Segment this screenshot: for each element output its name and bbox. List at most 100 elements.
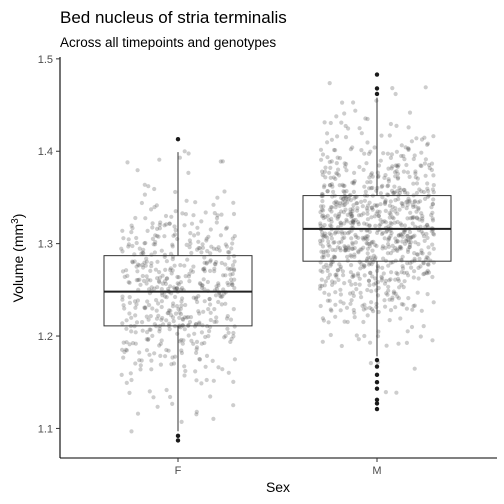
jitter-point xyxy=(319,249,324,254)
jitter-point xyxy=(186,333,191,338)
jitter-point xyxy=(356,337,361,342)
jitter-point xyxy=(186,274,191,279)
jitter-point xyxy=(405,191,410,196)
jitter-point xyxy=(404,162,409,168)
jitter-point xyxy=(400,201,405,207)
jitter-point xyxy=(175,286,180,291)
jitter-point xyxy=(373,223,378,228)
jitter-point xyxy=(337,211,342,217)
jitter-point xyxy=(202,255,207,260)
jitter-point xyxy=(370,174,375,179)
jitter-point xyxy=(124,348,129,353)
jitter-point xyxy=(383,208,388,213)
jitter-point xyxy=(144,259,149,264)
jitter-point xyxy=(331,254,336,259)
jitter-point xyxy=(386,236,392,241)
jitter-point xyxy=(415,216,420,221)
jitter-point xyxy=(426,270,432,275)
jitter-point xyxy=(168,267,173,273)
jitter-point xyxy=(159,287,164,292)
jitter-point xyxy=(232,268,237,273)
jitter-point xyxy=(334,272,339,277)
jitter-point xyxy=(225,314,230,319)
jitter-point xyxy=(412,233,417,238)
jitter-point xyxy=(326,275,331,280)
jitter-point xyxy=(403,145,408,150)
jitter-point xyxy=(170,257,175,262)
jitter-point xyxy=(200,242,205,247)
jitter-point xyxy=(395,239,400,244)
jitter-point xyxy=(381,271,386,276)
jitter-point xyxy=(326,217,331,222)
jitter-point xyxy=(336,167,341,172)
jitter-point xyxy=(166,286,171,292)
jitter-point xyxy=(167,321,172,326)
jitter-point xyxy=(414,181,420,186)
jitter-point xyxy=(335,214,341,220)
jitter-point xyxy=(177,310,182,315)
jitter-point xyxy=(320,191,325,197)
jitter-point xyxy=(367,175,372,180)
jitter-point xyxy=(208,227,213,232)
jitter-point xyxy=(361,211,366,216)
x-tick-label: F xyxy=(175,465,182,477)
jitter-point xyxy=(134,302,139,307)
jitter-point xyxy=(425,223,430,228)
jitter-point xyxy=(390,86,395,91)
jitter-point xyxy=(378,158,383,163)
jitter-point xyxy=(386,288,391,293)
jitter-point xyxy=(142,182,147,187)
jitter-point xyxy=(410,202,415,207)
jitter-point xyxy=(152,186,157,192)
jitter-point xyxy=(220,367,225,372)
jitter-point xyxy=(351,181,356,186)
jitter-point xyxy=(397,190,402,196)
jitter-point xyxy=(145,299,150,304)
jitter-point xyxy=(369,171,374,176)
jitter-point xyxy=(399,270,404,275)
jitter-point xyxy=(330,194,335,199)
jitter-point xyxy=(342,244,347,249)
jitter-point xyxy=(349,298,354,303)
jitter-point xyxy=(216,365,221,370)
jitter-point xyxy=(395,189,400,194)
jitter-point xyxy=(383,200,388,205)
jitter-point xyxy=(400,254,405,259)
jitter-point xyxy=(176,282,181,287)
jitter-point xyxy=(407,242,413,247)
jitter-point xyxy=(127,390,132,395)
jitter-point xyxy=(394,149,399,154)
jitter-point xyxy=(180,211,185,216)
jitter-point xyxy=(341,196,346,201)
jitter-point xyxy=(394,169,399,174)
jitter-point xyxy=(388,260,393,265)
jitter-point xyxy=(323,249,328,254)
jitter-point xyxy=(359,148,364,153)
jitter-point xyxy=(360,235,365,240)
jitter-point xyxy=(408,240,413,245)
jitter-point xyxy=(196,239,201,244)
jitter-point xyxy=(318,223,323,228)
jitter-point xyxy=(214,286,220,292)
jitter-point xyxy=(137,358,142,363)
jitter-point xyxy=(160,273,165,278)
jitter-point xyxy=(139,358,144,363)
jitter-point xyxy=(430,242,435,247)
jitter-point xyxy=(370,274,375,279)
jitter-point xyxy=(391,190,396,195)
jitter-point xyxy=(199,330,204,335)
jitter-point xyxy=(369,307,374,312)
jitter-point xyxy=(189,221,195,226)
jitter-point xyxy=(187,245,192,250)
jitter-point xyxy=(396,278,401,283)
jitter-point xyxy=(375,209,380,214)
jitter-point xyxy=(416,200,421,205)
jitter-point xyxy=(140,273,145,279)
jitter-point xyxy=(133,215,138,221)
jitter-point xyxy=(396,233,402,238)
jitter-point xyxy=(152,351,157,356)
outlier-point xyxy=(374,406,380,412)
jitter-point xyxy=(120,249,125,254)
jitter-point xyxy=(365,180,370,185)
jitter-point xyxy=(428,258,433,263)
